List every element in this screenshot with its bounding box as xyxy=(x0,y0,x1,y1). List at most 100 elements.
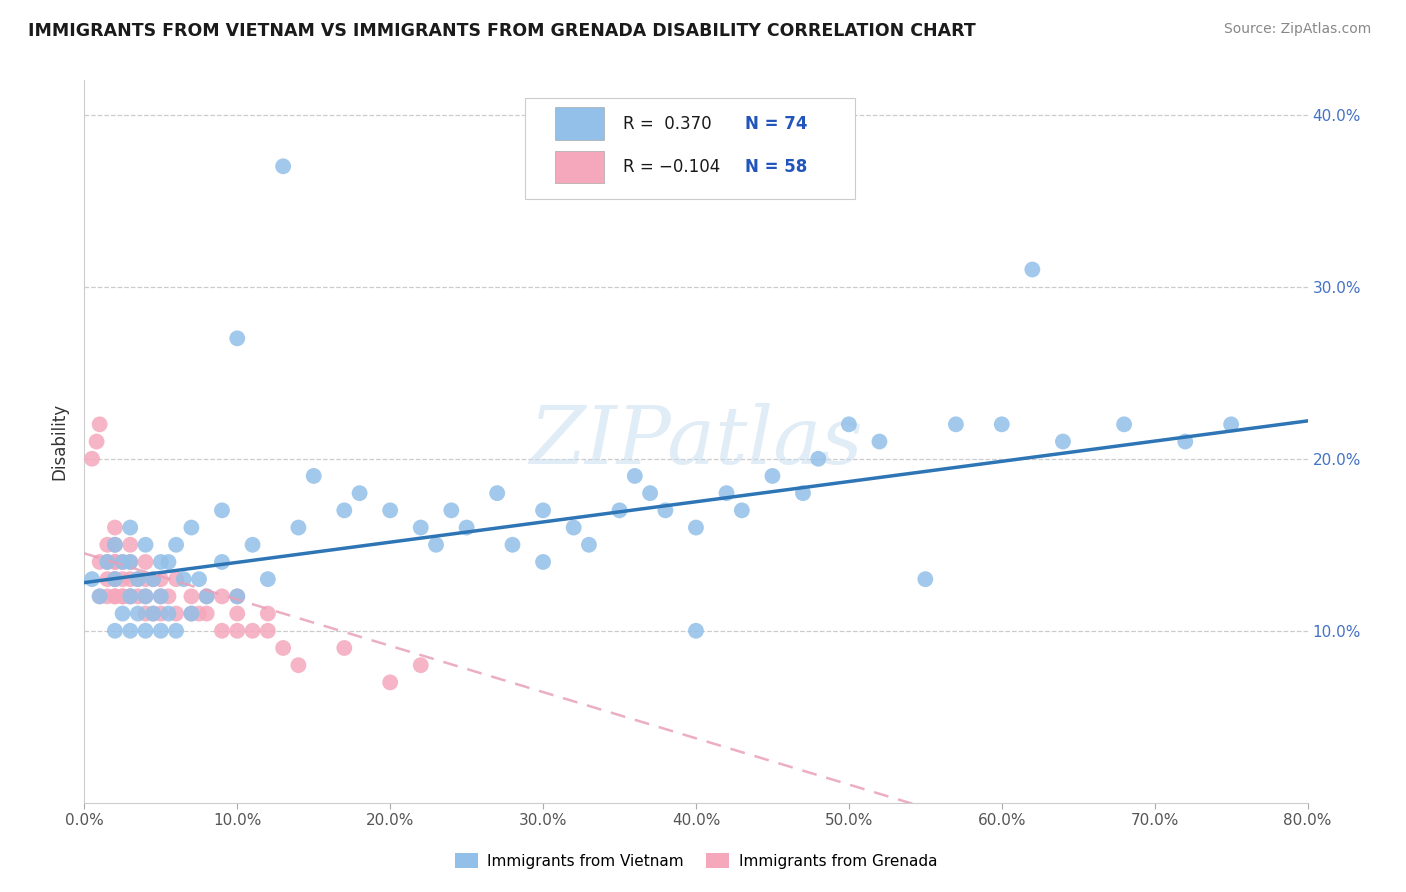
Point xyxy=(120,624,142,638)
Point xyxy=(157,607,180,621)
Point xyxy=(111,572,134,586)
Point xyxy=(96,538,118,552)
Point xyxy=(80,572,103,586)
Point xyxy=(180,607,202,621)
Point xyxy=(1114,417,1136,432)
Point xyxy=(188,607,211,621)
Point xyxy=(142,572,165,586)
Point xyxy=(135,590,157,604)
Text: R =  0.370: R = 0.370 xyxy=(623,115,711,133)
Point xyxy=(104,590,127,604)
Point xyxy=(425,538,447,552)
Bar xyxy=(555,151,605,183)
Point xyxy=(211,555,233,569)
Point xyxy=(226,590,249,604)
Point xyxy=(127,607,149,621)
FancyBboxPatch shape xyxy=(524,98,855,200)
Point xyxy=(257,607,280,621)
Point xyxy=(562,520,585,534)
Point xyxy=(685,520,707,534)
Point xyxy=(792,486,814,500)
Point xyxy=(135,607,157,621)
Point xyxy=(211,590,233,604)
Point xyxy=(380,675,402,690)
Point xyxy=(302,469,325,483)
Point xyxy=(157,555,180,569)
Point xyxy=(409,520,432,534)
Point xyxy=(111,555,134,569)
Point xyxy=(188,572,211,586)
Y-axis label: Disability: Disability xyxy=(51,403,69,480)
Point xyxy=(287,520,309,534)
Point xyxy=(1220,417,1243,432)
Point xyxy=(991,417,1014,432)
Point xyxy=(96,555,118,569)
Point xyxy=(111,607,134,621)
Point xyxy=(1021,262,1043,277)
Point xyxy=(914,572,936,586)
Point xyxy=(86,434,108,449)
Point xyxy=(80,451,103,466)
Point xyxy=(104,572,127,586)
Point xyxy=(157,590,180,604)
Point xyxy=(142,572,165,586)
Point xyxy=(104,624,127,638)
Point xyxy=(89,555,111,569)
Point xyxy=(609,503,631,517)
Text: R = −0.104: R = −0.104 xyxy=(623,158,720,176)
Point xyxy=(1174,434,1197,449)
Text: N = 58: N = 58 xyxy=(745,158,807,176)
Point xyxy=(165,572,187,586)
Point xyxy=(409,658,432,673)
Point xyxy=(135,624,157,638)
Point xyxy=(349,486,371,500)
Point xyxy=(111,555,134,569)
Point xyxy=(165,624,187,638)
Point xyxy=(456,520,478,534)
Point xyxy=(149,555,172,569)
Point xyxy=(127,572,149,586)
Point xyxy=(149,590,172,604)
Point xyxy=(120,555,142,569)
Point xyxy=(135,538,157,552)
Point xyxy=(149,624,172,638)
Point xyxy=(96,572,118,586)
Text: N = 74: N = 74 xyxy=(745,115,807,133)
Point xyxy=(149,572,172,586)
Point xyxy=(127,572,149,586)
Legend: Immigrants from Vietnam, Immigrants from Grenada: Immigrants from Vietnam, Immigrants from… xyxy=(449,847,943,875)
Point xyxy=(807,451,830,466)
Point xyxy=(685,624,707,638)
Point xyxy=(135,572,157,586)
Point xyxy=(211,624,233,638)
Point xyxy=(96,590,118,604)
Point xyxy=(89,417,111,432)
Point xyxy=(242,624,264,638)
Point xyxy=(104,555,127,569)
Point xyxy=(104,572,127,586)
Point xyxy=(165,538,187,552)
Point xyxy=(120,590,142,604)
Point xyxy=(761,469,783,483)
Point xyxy=(226,624,249,638)
Point xyxy=(120,520,142,534)
Point xyxy=(165,607,187,621)
Point xyxy=(578,538,600,552)
Point xyxy=(120,572,142,586)
Point xyxy=(111,590,134,604)
Point xyxy=(287,658,309,673)
Point xyxy=(180,590,202,604)
Point xyxy=(226,607,249,621)
Point xyxy=(89,590,111,604)
Point xyxy=(838,417,860,432)
Point xyxy=(149,590,172,604)
Point xyxy=(149,607,172,621)
Point xyxy=(195,590,218,604)
Point xyxy=(120,590,142,604)
Point xyxy=(440,503,463,517)
Point xyxy=(242,538,264,552)
Point xyxy=(195,590,218,604)
Point xyxy=(945,417,967,432)
Point xyxy=(1052,434,1074,449)
Point xyxy=(120,555,142,569)
